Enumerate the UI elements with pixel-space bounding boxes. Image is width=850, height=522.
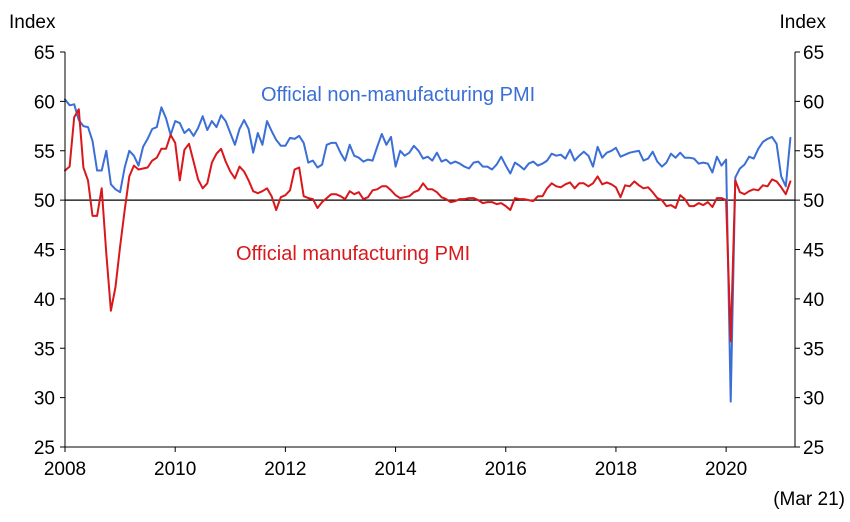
y-tick-label-left: 40	[34, 290, 55, 311]
y-tick-label-right: 50	[803, 191, 824, 212]
y-tick-label-left: 45	[34, 241, 55, 262]
series-line-non-manufacturing	[64, 98, 792, 403]
y-tick-label-right: 60	[803, 92, 824, 113]
x-tick-label: 2016	[485, 459, 527, 480]
x-axis-end-note: (Mar 21)	[773, 489, 845, 510]
y-tick-label-left: 35	[34, 339, 55, 360]
series-layer	[64, 98, 792, 403]
x-tick-label: 2014	[374, 459, 417, 480]
series-label-non-manufacturing: Official non-manufacturing PMI	[261, 84, 535, 106]
x-tick-label: 2020	[705, 459, 747, 480]
series-label-manufacturing: Official manufacturing PMI	[236, 243, 470, 265]
y-tick-label-right: 25	[803, 438, 824, 459]
y-tick-label-left: 50	[34, 191, 55, 212]
y-tick-label-right: 55	[803, 142, 824, 163]
y-tick-label-left: 60	[34, 92, 55, 113]
x-tick-label: 2012	[264, 459, 306, 480]
y-tick-label-right: 65	[803, 43, 824, 64]
x-tick-label: 2018	[595, 459, 637, 480]
x-tick-label: 2010	[154, 459, 196, 480]
y-tick-label-left: 30	[34, 389, 55, 410]
y-tick-label-right: 35	[803, 339, 824, 360]
x-tick-label: 2008	[44, 459, 86, 480]
y-axis-title-left: Index	[9, 12, 56, 33]
y-tick-label-left: 55	[34, 142, 55, 163]
y-tick-label-right: 45	[803, 241, 824, 262]
series-line-manufacturing	[64, 108, 792, 343]
y-tick-label-right: 40	[803, 290, 824, 311]
y-tick-label-left: 25	[34, 438, 55, 459]
tick-labels-layer: 25 25 30 30 35 35 40 40 45 45 50 50 55 55 60 60 65 65 2008…	[34, 43, 824, 480]
y-axis-title-right: Index	[780, 12, 827, 33]
y-tick-label-right: 30	[803, 389, 824, 410]
y-tick-label-left: 65	[34, 43, 55, 64]
axes-layer	[60, 51, 800, 452]
